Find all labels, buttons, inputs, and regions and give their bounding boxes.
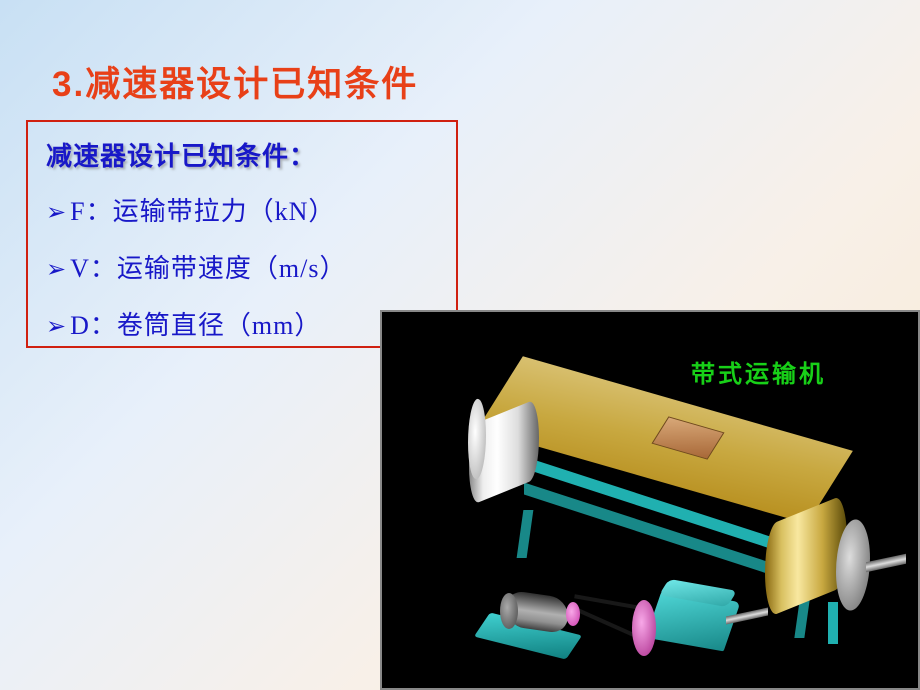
bullet-icon: ➢	[46, 198, 66, 227]
condition-text: D：卷筒直径（mm）	[70, 305, 321, 342]
condition-text: V：运输带速度（m/s）	[70, 248, 346, 285]
gearbox-pulley	[632, 600, 656, 656]
motor-pulley	[566, 602, 580, 626]
drum-shaft	[866, 554, 906, 573]
conveyor-caption: 带式运输机	[691, 354, 826, 389]
conveyor-diagram: 带式运输机	[380, 310, 920, 690]
conveyor-leg	[517, 510, 534, 558]
slide-title: 3.减速器设计已知条件	[52, 56, 418, 107]
motor-fan-icon	[500, 593, 518, 629]
bullet-icon: ➢	[46, 312, 66, 341]
v-belt	[574, 594, 640, 609]
condition-item: ➢ F：运输带拉力（kN）	[46, 191, 438, 228]
bullet-icon: ➢	[46, 255, 66, 284]
condition-text: F：运输带拉力（kN）	[70, 191, 335, 228]
conditions-heading: 减速器设计已知条件：	[46, 136, 438, 173]
condition-item: ➢ V：运输带速度（m/s）	[46, 248, 438, 285]
conveyor-leg	[828, 602, 838, 644]
